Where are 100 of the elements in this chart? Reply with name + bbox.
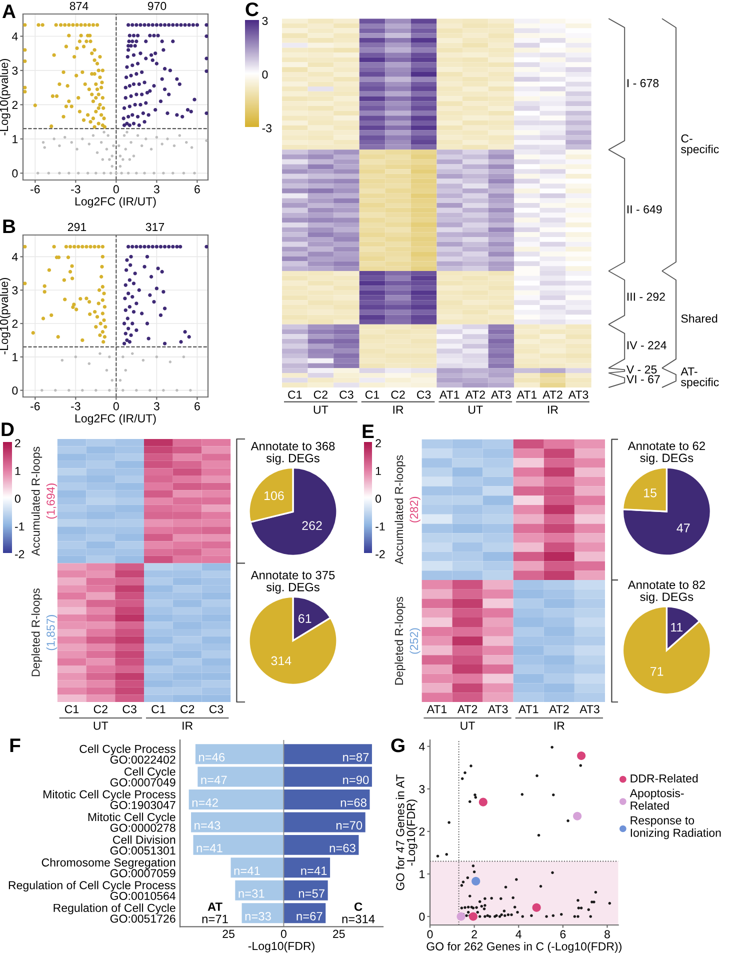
point <box>160 270 164 274</box>
text: IR <box>393 406 404 414</box>
x-tick-label: 6 <box>194 402 200 410</box>
color-bar-label: 0 <box>262 70 268 79</box>
point <box>128 304 132 309</box>
point <box>81 388 84 392</box>
text: UT <box>314 406 328 414</box>
text: IR <box>182 722 193 730</box>
y-tick-label: Depleted R-loops (1,857) <box>31 588 58 676</box>
x-tick-label: AT2 <box>542 390 562 399</box>
point <box>102 340 106 344</box>
point <box>31 331 35 335</box>
point <box>94 388 98 392</box>
point <box>95 314 100 319</box>
pie-slice <box>248 596 338 686</box>
point <box>128 278 132 282</box>
y2-tick-label: I - 678 <box>627 79 659 88</box>
y2-tick-label: IV - 224 <box>627 341 666 350</box>
point <box>74 308 78 312</box>
point <box>187 335 191 339</box>
point <box>148 388 152 392</box>
point <box>41 316 46 320</box>
point <box>167 244 171 249</box>
data-label: 15 <box>644 488 656 498</box>
chart-title: E <box>362 424 374 438</box>
bar <box>284 744 372 764</box>
y-tick-label: Cell Division GO:0051301 <box>110 835 176 855</box>
annotation: n=314 <box>342 914 375 924</box>
legend-label: Response to Ionizing Radiation <box>630 816 721 840</box>
point <box>70 276 74 280</box>
y-tick-label: 3 <box>419 785 425 794</box>
bar <box>284 903 326 924</box>
chart-title: Annotate to 368 sig. DEGs <box>250 442 335 465</box>
annotation: n=90 <box>343 776 369 784</box>
point <box>93 310 97 314</box>
y-tick-label: 3 <box>12 286 18 294</box>
point <box>62 278 66 282</box>
point <box>132 310 136 314</box>
point <box>179 340 183 344</box>
point <box>183 330 187 334</box>
point <box>70 264 74 268</box>
point <box>76 244 80 249</box>
bar <box>235 880 284 900</box>
point <box>162 342 167 346</box>
bar <box>198 766 284 787</box>
x-axis-title: GO for 262 Genes in C (-Log10(FDR)) <box>426 942 622 953</box>
point <box>135 388 138 392</box>
point <box>577 751 586 760</box>
chart-title: Annotate to 82 sig. DEGs <box>628 580 705 604</box>
chart-title: B <box>3 220 16 234</box>
x-tick-label: C2 <box>94 705 108 714</box>
point <box>140 312 144 316</box>
point <box>64 244 68 249</box>
text: UT <box>460 722 475 730</box>
point <box>171 244 175 249</box>
point <box>68 270 72 274</box>
y-tick-label: 2 <box>12 100 18 109</box>
y-tick-label: Depleted R-loops (252) <box>394 596 420 685</box>
x-tick-label: AT2 <box>465 390 485 399</box>
point <box>125 258 129 262</box>
y-tick-label: 4 <box>418 742 425 751</box>
point <box>96 244 100 249</box>
point <box>154 244 159 249</box>
color-bar-label: -2 <box>14 550 24 558</box>
text: IR <box>554 722 564 730</box>
x-tick-label: C1 <box>64 705 79 714</box>
x-tick-label: C1 <box>288 390 302 399</box>
x-tick-label: 3 <box>154 402 160 410</box>
color-bar-label: -1 <box>376 522 385 530</box>
point <box>182 356 186 358</box>
bar <box>284 880 328 900</box>
text: 291 <box>68 222 86 232</box>
point <box>156 266 160 270</box>
point <box>124 308 128 312</box>
y-tick-label: 4 <box>12 252 18 261</box>
y-tick-label: Chromosome Segregation GO:0007059 <box>42 858 176 878</box>
y2-tick-label: III - 292 <box>627 292 665 301</box>
x-tick-label: 4 <box>516 930 522 938</box>
point <box>50 313 54 318</box>
x-tick-label: AT2 <box>457 705 478 714</box>
point <box>149 274 154 279</box>
point <box>478 798 488 806</box>
bar <box>284 766 372 787</box>
point <box>130 244 134 249</box>
x-tick-label: C3 <box>340 390 354 399</box>
point <box>178 244 182 249</box>
point <box>63 298 67 302</box>
y2-tick-label: VI - 67 <box>626 375 660 384</box>
point <box>88 312 92 316</box>
y-tick-label: Accumulated R-loops (282) <box>394 455 420 564</box>
point <box>142 358 145 362</box>
point <box>145 254 150 259</box>
point <box>78 296 82 301</box>
point <box>92 244 96 249</box>
point <box>110 378 114 382</box>
point <box>87 300 92 304</box>
x-axis-title: Log2FC (IR/UT) <box>75 414 156 425</box>
y-axis-title: -Log10(pvalue) <box>0 58 10 136</box>
y-tick-label: 0 <box>419 912 425 921</box>
point <box>98 322 102 326</box>
